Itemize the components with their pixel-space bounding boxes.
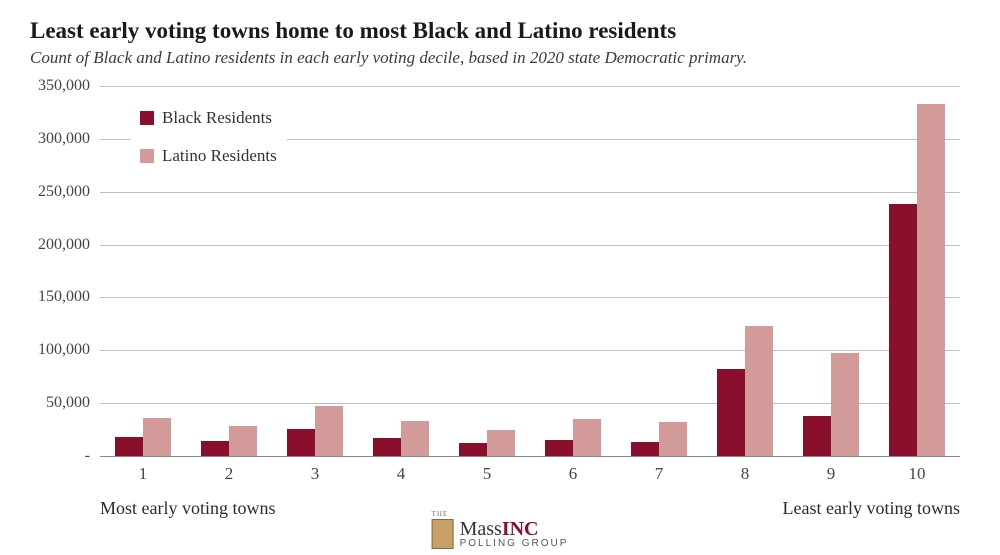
bar-group: 8	[702, 86, 788, 456]
legend-swatch	[140, 149, 154, 163]
bar	[201, 441, 229, 456]
y-tick-label: 300,000	[38, 130, 100, 148]
y-tick-label: 50,000	[46, 394, 100, 412]
x-tick-label: 5	[444, 464, 530, 484]
logo-text: THE MassINC POLLING GROUP	[460, 519, 569, 549]
bar-group: 6	[530, 86, 616, 456]
x-tick-label: 3	[272, 464, 358, 484]
y-tick-label: 150,000	[38, 288, 100, 306]
legend-label: Latino Residents	[162, 146, 277, 166]
logo-main-line: MassINC	[460, 519, 569, 539]
chart-container: Least early voting towns home to most Bl…	[0, 0, 1000, 555]
axis-caption-row: Most early voting towns Least early voti…	[100, 498, 960, 519]
bar	[373, 438, 401, 456]
y-tick-label: 350,000	[38, 77, 100, 95]
bar	[115, 437, 143, 456]
x-tick-label: 9	[788, 464, 874, 484]
x-tick-label: 2	[186, 464, 272, 484]
y-tick-label: 200,000	[38, 236, 100, 254]
legend: Black Residents Latino Residents	[130, 100, 287, 174]
logo-mark	[432, 519, 454, 549]
x-tick-label: 6	[530, 464, 616, 484]
legend-item: Black Residents	[140, 108, 277, 128]
bar	[831, 353, 859, 456]
source-logo: THE MassINC POLLING GROUP	[432, 519, 569, 549]
legend-label: Black Residents	[162, 108, 272, 128]
bar-group: 4	[358, 86, 444, 456]
x-tick-label: 8	[702, 464, 788, 484]
bar-group: 9	[788, 86, 874, 456]
bar	[459, 443, 487, 456]
axis-caption-left: Most early voting towns	[100, 498, 276, 519]
bar-group: 5	[444, 86, 530, 456]
bar	[229, 426, 257, 456]
bar	[803, 416, 831, 456]
bar-group: 10	[874, 86, 960, 456]
bar	[287, 429, 315, 456]
axis-caption-right: Least early voting towns	[783, 498, 960, 519]
x-tick-label: 1	[100, 464, 186, 484]
logo-prefix: THE	[432, 511, 449, 518]
bar	[889, 204, 917, 456]
bar	[487, 430, 515, 456]
legend-swatch	[140, 111, 154, 125]
y-tick-label: -	[85, 447, 100, 465]
logo-emph: INC	[502, 518, 539, 540]
bar	[545, 440, 573, 456]
bar	[717, 369, 745, 456]
y-tick-label: 100,000	[38, 341, 100, 359]
bar	[631, 442, 659, 456]
bar	[659, 422, 687, 456]
logo-subline: POLLING GROUP	[460, 539, 569, 549]
legend-item: Latino Residents	[140, 146, 277, 166]
bar	[315, 406, 343, 456]
bar	[917, 104, 945, 456]
bar	[401, 421, 429, 456]
x-tick-label: 7	[616, 464, 702, 484]
logo-main: Mass	[460, 518, 502, 540]
bar	[143, 418, 171, 456]
gridline	[100, 456, 960, 457]
chart-subtitle: Count of Black and Latino residents in e…	[30, 48, 970, 68]
bar	[745, 326, 773, 456]
chart-title: Least early voting towns home to most Bl…	[30, 18, 970, 44]
bar	[573, 419, 601, 456]
bar-group: 7	[616, 86, 702, 456]
x-tick-label: 4	[358, 464, 444, 484]
x-tick-label: 10	[874, 464, 960, 484]
y-tick-label: 250,000	[38, 183, 100, 201]
